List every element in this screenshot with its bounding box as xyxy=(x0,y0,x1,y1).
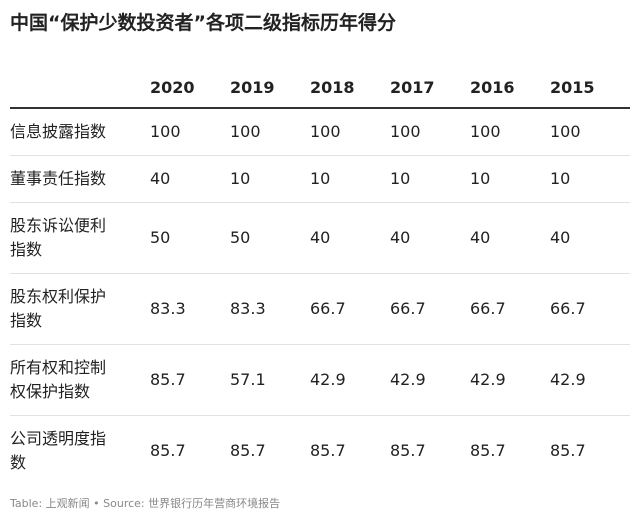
table-row: 董事责任指数 40 10 10 10 10 10 xyxy=(10,155,630,203)
row-label: 所有权和控制权保护指数 xyxy=(10,344,150,416)
score-table: 2020 2019 2018 2017 2016 2015 信息披露指数 100 100 100… xyxy=(10,70,630,486)
score-cell: 83.3 xyxy=(150,273,230,345)
score-cell: 10 xyxy=(550,155,630,203)
column-header: 2019 xyxy=(230,70,310,109)
score-cell: 66.7 xyxy=(550,273,630,345)
score-cell: 85.7 xyxy=(310,441,346,460)
row-label: 股东诉讼便利指数 xyxy=(10,202,150,274)
score-cell: 40 xyxy=(390,202,470,274)
score-cell: 85.7 xyxy=(150,344,230,416)
score-cell: 85.7 xyxy=(230,441,266,460)
header-row: 2020 2019 2018 2017 2016 2015 xyxy=(10,70,630,109)
score-cell: 85.7 xyxy=(550,441,586,460)
title: 中国“保护少数投资者”各项二级指标历年得分 xyxy=(10,12,396,34)
score-cell: 50 xyxy=(230,202,310,274)
table-row: 股东权利保护指数 83.3 83.3 66.7 66.7 66.7 66.7 xyxy=(10,273,630,345)
score-cell: 66.7 xyxy=(470,273,550,345)
score-cell: 42.9 xyxy=(310,344,390,416)
score-cell: 10 xyxy=(470,155,550,203)
score-cell: 85.7 xyxy=(470,441,506,460)
table-head: 2020 2019 2018 2017 2016 2015 xyxy=(10,70,630,109)
table-row: 所有权和控制权保护指数 85.7 57.1 42.9 42.9 42.9 42.9 xyxy=(10,344,630,416)
score-cell: 42.9 xyxy=(390,344,470,416)
score-cell: 66.7 xyxy=(390,273,470,345)
score-cell: 40 xyxy=(550,202,630,274)
score-cell: 40 xyxy=(470,202,550,274)
score-cell: 50 xyxy=(150,202,230,274)
corner-cell xyxy=(10,70,150,109)
score-cell: 42.9 xyxy=(550,344,630,416)
score-cell: 100 xyxy=(230,108,310,156)
table-row: 信息披露指数 100 100 100 100 100 100 xyxy=(10,108,630,156)
score-cell: 100 xyxy=(390,108,470,156)
column-header: 2016 xyxy=(470,70,550,109)
score-cell: 100 xyxy=(550,108,630,156)
score-cell: 100 xyxy=(150,108,230,156)
score-cell: 57.1 xyxy=(230,344,310,416)
column-header: 2017 xyxy=(390,70,470,109)
score-cell: 85.7 xyxy=(150,441,186,460)
column-header: 2018 xyxy=(310,70,390,109)
table-body: 信息披露指数 100 100 100 100 100 100 董事责任指数 40 10 10 10 10… xyxy=(10,108,630,486)
score-cell: 10 xyxy=(310,155,390,203)
score-cell: 10 xyxy=(230,155,310,203)
footer: Table: 上观新闻 • Source: 世界银行历年营商环境报告 xyxy=(10,497,281,510)
table-row: 股东诉讼便利指数 50 50 40 40 40 40 xyxy=(10,202,630,274)
row-label: 股东权利保护指数 xyxy=(10,273,150,345)
column-header: 2020 xyxy=(150,70,230,109)
score-cell: 100 xyxy=(310,108,390,156)
column-header: 2015 xyxy=(550,70,630,109)
score-cell: 100 xyxy=(470,108,550,156)
score-cell: 40 xyxy=(310,202,390,274)
score-cell: 83.3 xyxy=(230,273,310,345)
score-cell: 85.7 xyxy=(390,441,426,460)
score-cell: 10 xyxy=(390,155,470,203)
table-row: 公司透明度指数 85.7 85.7 85.7 85.7 85.7 85.7 xyxy=(10,416,630,487)
row-label: 董事责任指数 xyxy=(10,155,150,203)
score-cell: 66.7 xyxy=(310,273,390,345)
row-label: 信息披露指数 xyxy=(10,108,150,156)
row-label: 公司透明度指数 xyxy=(10,429,107,472)
score-cell: 40 xyxy=(150,155,230,203)
score-cell: 42.9 xyxy=(470,344,550,416)
